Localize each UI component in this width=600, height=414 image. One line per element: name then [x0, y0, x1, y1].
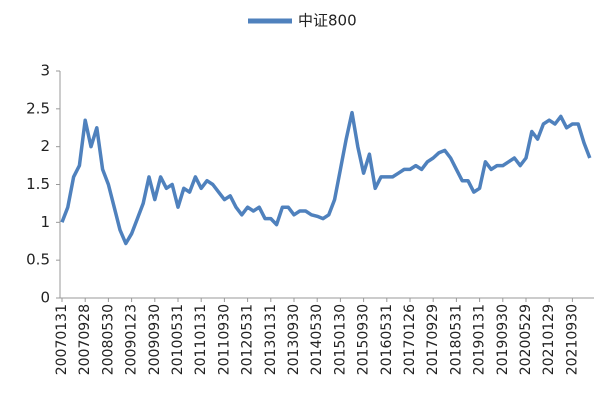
y-tick-label: 3: [40, 62, 50, 80]
x-tick-label: 20130131: [263, 304, 279, 375]
x-tick-label: 20120531: [240, 304, 256, 375]
x-tick-label: 20140530: [309, 304, 325, 375]
x-tick-label: 20150130: [332, 304, 348, 375]
x-tick-label: 20190930: [495, 304, 511, 375]
x-tick-label: 20130930: [286, 304, 302, 375]
x-tick-label: 20200529: [518, 304, 534, 375]
y-tick-label: 1: [40, 213, 50, 231]
y-tick-label: 1.5: [26, 175, 50, 193]
x-tick-label: 20170126: [402, 304, 418, 375]
x-tick-label: 20190131: [472, 304, 488, 375]
y-tick-label: 2: [40, 137, 50, 155]
legend-label: 中证800: [298, 12, 357, 30]
line: [60, 110, 592, 246]
x-tick-label: 20210930: [564, 304, 580, 375]
x-tick-label: 20210129: [541, 304, 557, 375]
x-tick-label: 20080530: [100, 304, 116, 375]
x-tick-label: 20150930: [356, 304, 372, 375]
x-tick-label: 20100531: [170, 304, 186, 375]
x-tick-label: 20160531: [379, 304, 395, 375]
y-tick-label: 2.5: [26, 99, 50, 117]
x-tick-label: 20170929: [425, 304, 441, 375]
x-tick-label: 20070928: [77, 304, 93, 375]
y-tick-label: 0.5: [26, 251, 50, 269]
x-tick-label: 20090930: [147, 304, 163, 375]
y-tick-label: 0: [40, 289, 50, 307]
x-tick-label: 20180531: [448, 304, 464, 375]
x-tick-label: 20110131: [193, 304, 209, 375]
x-tick-label: 20090123: [124, 304, 140, 375]
x-tick-label: 20070131: [54, 304, 70, 375]
x-tick-label: 20110930: [216, 304, 232, 375]
